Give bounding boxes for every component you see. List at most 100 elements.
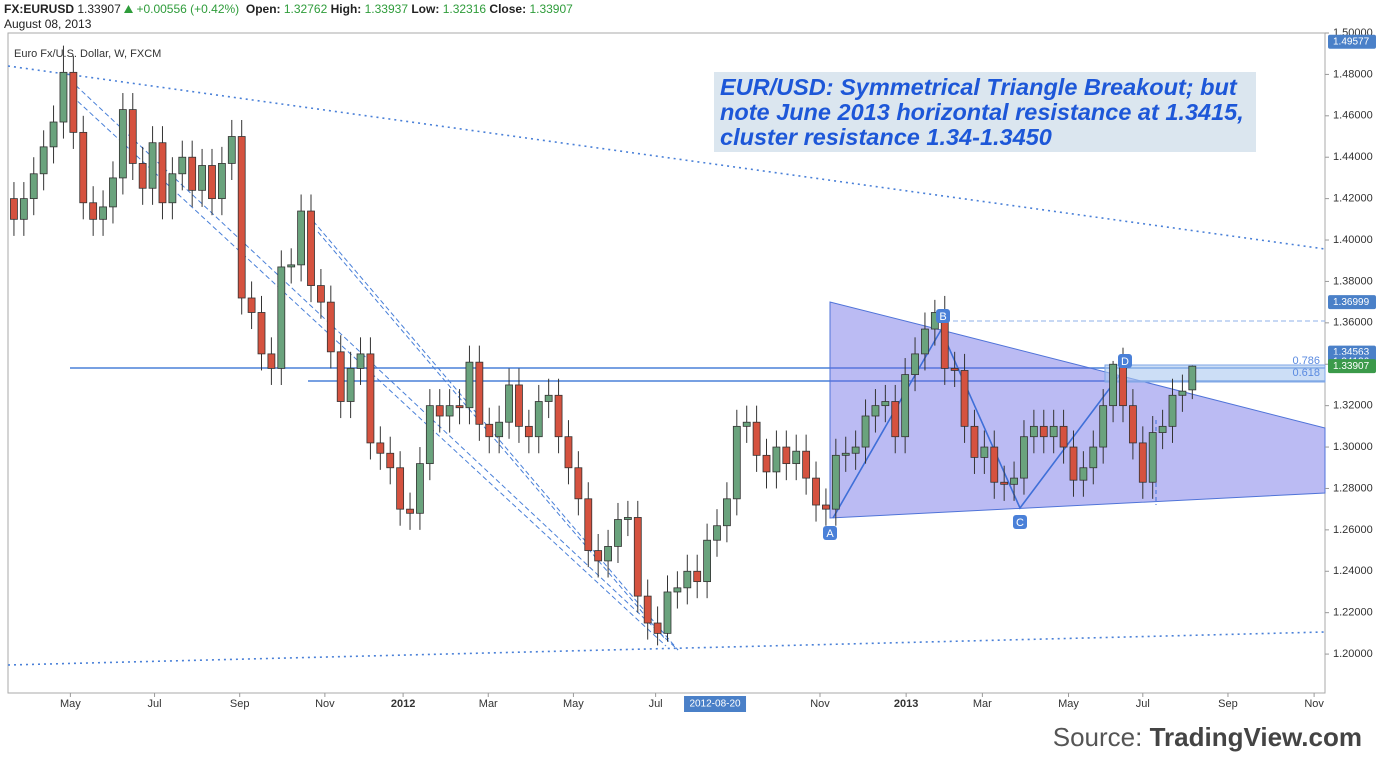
candle-body bbox=[148, 142, 157, 189]
source-name: TradingView.com bbox=[1149, 722, 1362, 752]
y-tick-label: 1.28000 bbox=[1333, 482, 1373, 494]
pattern-point-box bbox=[823, 526, 837, 540]
candle-body bbox=[1099, 405, 1108, 448]
overlay: 1.20000 1.22000 1.24000 1.26000 1.28000 1.300… bbox=[60, 27, 1376, 712]
y-tick-label: 1.20000 bbox=[1333, 648, 1373, 660]
candle-body bbox=[505, 384, 513, 423]
candle-body bbox=[247, 297, 256, 313]
candle-body bbox=[921, 328, 929, 355]
crosshair-box bbox=[684, 696, 747, 712]
candle-body bbox=[326, 301, 335, 353]
candle-body bbox=[346, 367, 355, 402]
candle-body bbox=[871, 405, 880, 417]
candle-body bbox=[623, 517, 632, 520]
candle-body bbox=[564, 436, 573, 469]
candle-body bbox=[118, 109, 127, 179]
candle-body bbox=[544, 394, 553, 402]
header-line: FX:EURUSD 1.33907 +0.00556 (+0.42%) Open… bbox=[4, 2, 573, 17]
candle-body bbox=[990, 446, 999, 483]
candle-body bbox=[554, 394, 563, 438]
x-tick-label: 2013 bbox=[894, 698, 918, 710]
open-value: 1.32762 bbox=[283, 2, 328, 16]
candle-body bbox=[713, 525, 721, 541]
candle-body bbox=[1128, 405, 1137, 444]
x-tick-label: May bbox=[1058, 698, 1079, 710]
candle-body bbox=[772, 446, 781, 473]
high-label: High: bbox=[330, 2, 362, 16]
close-value: 1.33907 bbox=[529, 2, 573, 16]
crosshair-label: 2012-08-20 bbox=[689, 699, 741, 710]
candle-body bbox=[1069, 446, 1078, 481]
x-tick-label: Jul bbox=[148, 698, 162, 710]
change: +0.00556 (+0.42%) bbox=[136, 2, 240, 16]
pattern-point-label: D bbox=[1121, 356, 1129, 368]
candle-body bbox=[29, 173, 38, 200]
y-tick-label: 1.38000 bbox=[1333, 275, 1373, 287]
candle-body bbox=[435, 405, 444, 417]
candle-body bbox=[257, 312, 266, 355]
candle-body bbox=[841, 452, 850, 456]
candle-body bbox=[49, 121, 58, 148]
candle-body bbox=[980, 446, 989, 458]
candle-body bbox=[683, 570, 692, 589]
low-value: 1.32316 bbox=[442, 2, 487, 16]
candle-body bbox=[515, 384, 523, 427]
x-tick-label: Jul bbox=[649, 698, 663, 710]
price-marker-label: 1.36999 bbox=[1333, 297, 1370, 308]
candle-body bbox=[217, 163, 226, 200]
x-tick-label: Mar bbox=[479, 698, 498, 710]
candle-body bbox=[208, 165, 216, 200]
candle-body bbox=[267, 353, 276, 369]
candle-body bbox=[158, 142, 167, 204]
candle-body bbox=[396, 467, 405, 510]
pattern-point-box bbox=[1013, 515, 1027, 529]
candle-body bbox=[366, 353, 375, 444]
candle-body bbox=[425, 405, 434, 465]
pattern-point-label: C bbox=[1016, 517, 1024, 529]
y-tick-label: 1.46000 bbox=[1333, 110, 1373, 122]
last-price: 1.33907 bbox=[77, 2, 121, 16]
candle-body bbox=[673, 587, 682, 593]
price-marker bbox=[1328, 295, 1376, 310]
y-tick-label: 1.30000 bbox=[1333, 441, 1373, 453]
candle-body bbox=[970, 425, 979, 458]
up-arrow bbox=[124, 5, 134, 13]
candle-body bbox=[198, 165, 206, 191]
candle-body bbox=[594, 550, 603, 562]
candle-body bbox=[376, 442, 385, 454]
candle-body bbox=[1020, 436, 1028, 479]
y-tick-label: 1.26000 bbox=[1333, 524, 1373, 536]
candle-body bbox=[524, 425, 533, 438]
candle-body bbox=[604, 546, 612, 562]
candle-body bbox=[79, 131, 88, 204]
candle-body bbox=[1138, 442, 1147, 483]
candle-body bbox=[1158, 425, 1167, 433]
candle-body bbox=[633, 517, 642, 597]
trendline bbox=[307, 214, 679, 651]
candle-body bbox=[1119, 363, 1127, 407]
y-tick-label: 1.32000 bbox=[1333, 400, 1373, 412]
candle-body bbox=[1059, 425, 1068, 448]
candle-body bbox=[445, 405, 454, 417]
candle-body bbox=[19, 198, 28, 220]
candle-body bbox=[138, 163, 147, 189]
candle-body bbox=[762, 454, 771, 473]
x-tick-label: Nov bbox=[1304, 698, 1324, 710]
candle-body bbox=[1039, 425, 1048, 438]
candle-body bbox=[960, 370, 969, 427]
x-tick-label: Sep bbox=[1218, 698, 1238, 710]
candle-body bbox=[574, 467, 583, 500]
candle-body bbox=[822, 504, 830, 510]
pattern-point-label: A bbox=[826, 528, 834, 540]
low-label: Low: bbox=[411, 2, 440, 16]
candle-body bbox=[69, 71, 78, 133]
annotation-line: note June 2013 horizontal resistance at … bbox=[720, 99, 1244, 125]
x-tick-label: Mar bbox=[973, 698, 992, 710]
x-tick-label: May bbox=[563, 698, 584, 710]
candle-body bbox=[802, 450, 811, 479]
annotation-box: EUR/USD: Symmetrical Triangle Breakout; … bbox=[714, 72, 1256, 152]
candle-body bbox=[534, 401, 543, 438]
date: August 08, 2013 bbox=[4, 17, 92, 31]
candles bbox=[10, 45, 1197, 646]
candle-body bbox=[881, 401, 890, 407]
